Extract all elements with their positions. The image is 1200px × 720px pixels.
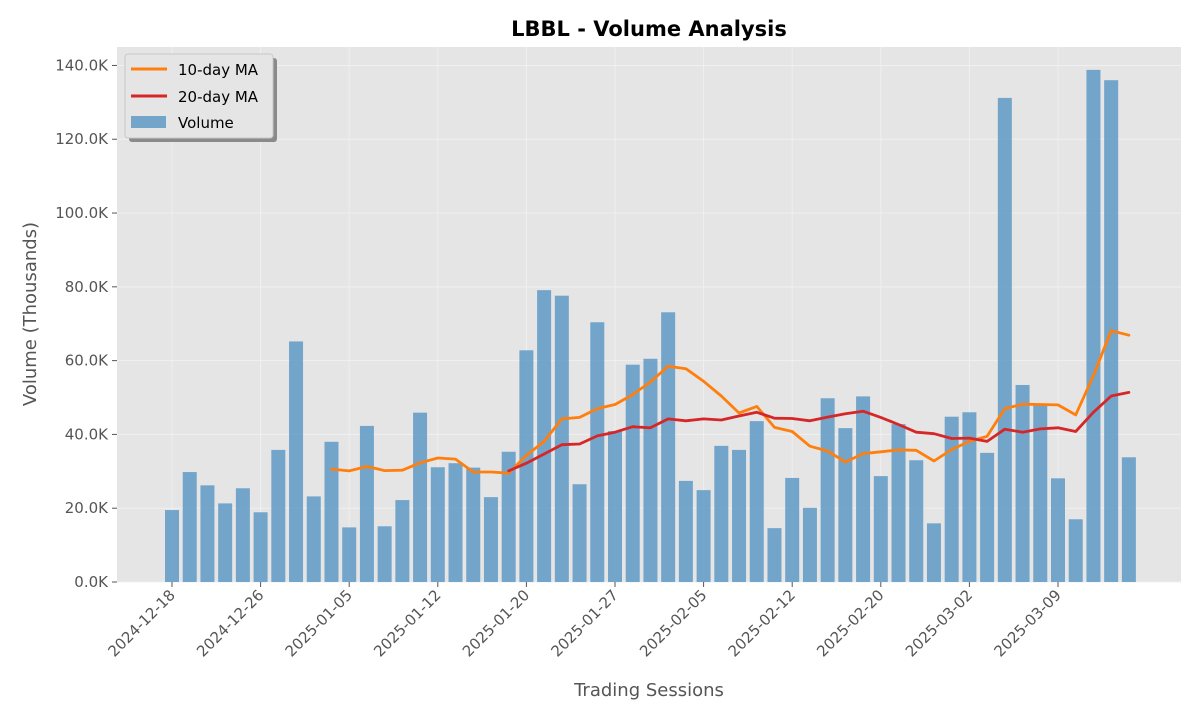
volume-bar (182, 472, 197, 582)
volume-bar (235, 488, 250, 582)
volume-bar (944, 416, 959, 582)
volume-bar (501, 451, 516, 582)
volume-bar (661, 312, 676, 582)
volume-bar (200, 485, 215, 582)
y-tick-label: 0.0K (74, 573, 109, 591)
y-tick-label: 140.0K (55, 56, 109, 74)
y-tick-label: 40.0K (65, 425, 109, 443)
volume-bar (608, 431, 622, 582)
volume-bar (873, 476, 888, 582)
volume-bar (802, 507, 817, 582)
volume-bar (820, 398, 835, 582)
volume-bar (1086, 69, 1101, 583)
volume-bar (359, 425, 374, 582)
volume-bar (838, 428, 853, 582)
volume-bar (271, 449, 286, 582)
chart-title: LBBL - Volume Analysis (511, 17, 787, 41)
volume-bar (466, 467, 481, 582)
volume-bar (377, 526, 392, 582)
volume-bar (1015, 384, 1030, 582)
volume-bar (483, 497, 498, 582)
volume-bar (165, 510, 179, 582)
legend-swatch-volume (131, 116, 166, 128)
y-tick-label: 120.0K (55, 130, 109, 148)
legend-label-volume: Volume (178, 114, 234, 132)
y-tick-label: 100.0K (55, 204, 109, 222)
volume-bar (537, 290, 552, 582)
moving-average-lines (330, 329, 1131, 475)
legend-label-20-day-ma: 20-day MA (178, 88, 259, 106)
volume-bar (909, 460, 924, 582)
volume-bar (306, 496, 321, 582)
20-day-ma-line (507, 390, 1131, 473)
volume-bar (413, 412, 428, 582)
volume-bar (289, 341, 304, 582)
volume-bar (554, 295, 569, 582)
volume-bar (342, 527, 357, 582)
y-axis-ticks: 0.0K 20.0K 40.0K 60.0K 80.0K 100.0K 120.0K 140.… (55, 56, 117, 591)
volume-bar (643, 358, 658, 582)
y-tick-label: 60.0K (65, 352, 109, 370)
y-tick-label: 80.0K (65, 278, 109, 296)
volume-bar (997, 97, 1012, 583)
volume-bar (395, 500, 410, 582)
volume-bar (590, 322, 605, 582)
volume-bar (714, 445, 729, 582)
volume-bar (625, 364, 640, 582)
volume-bar (430, 467, 445, 582)
volume-bar (891, 424, 906, 582)
volume-bar (572, 484, 587, 582)
legend-label-10-day-ma: 10-day MA (178, 61, 259, 79)
x-axis-label: Trading Sessions (573, 680, 724, 701)
volume-bar (1068, 519, 1083, 582)
y-axis-label: Volume (Thousands) (20, 222, 41, 406)
volume-bar (678, 480, 693, 582)
volume-bar (1033, 404, 1048, 582)
volume-bar (962, 412, 977, 582)
volume-bars (165, 69, 1136, 583)
volume-bar (1121, 457, 1136, 582)
volume-bar (926, 523, 941, 582)
volume-bar (1051, 478, 1065, 582)
volume-bar (519, 350, 534, 582)
volume-bar (785, 477, 800, 582)
volume-bar (980, 452, 995, 582)
volume-bar (324, 441, 339, 582)
legend: 10-day MA 20-day MA Volume (124, 53, 277, 142)
y-tick-label: 20.0K (65, 499, 109, 517)
volume-bar (767, 528, 782, 582)
10-day-ma-line (330, 329, 1131, 475)
volume-bar (749, 421, 764, 582)
volume-bar (856, 396, 871, 582)
volume-bar (218, 503, 233, 582)
volume-bar (448, 463, 463, 582)
volume-bar (253, 512, 268, 582)
volume-bar (732, 449, 747, 582)
volume-bar (696, 490, 711, 582)
